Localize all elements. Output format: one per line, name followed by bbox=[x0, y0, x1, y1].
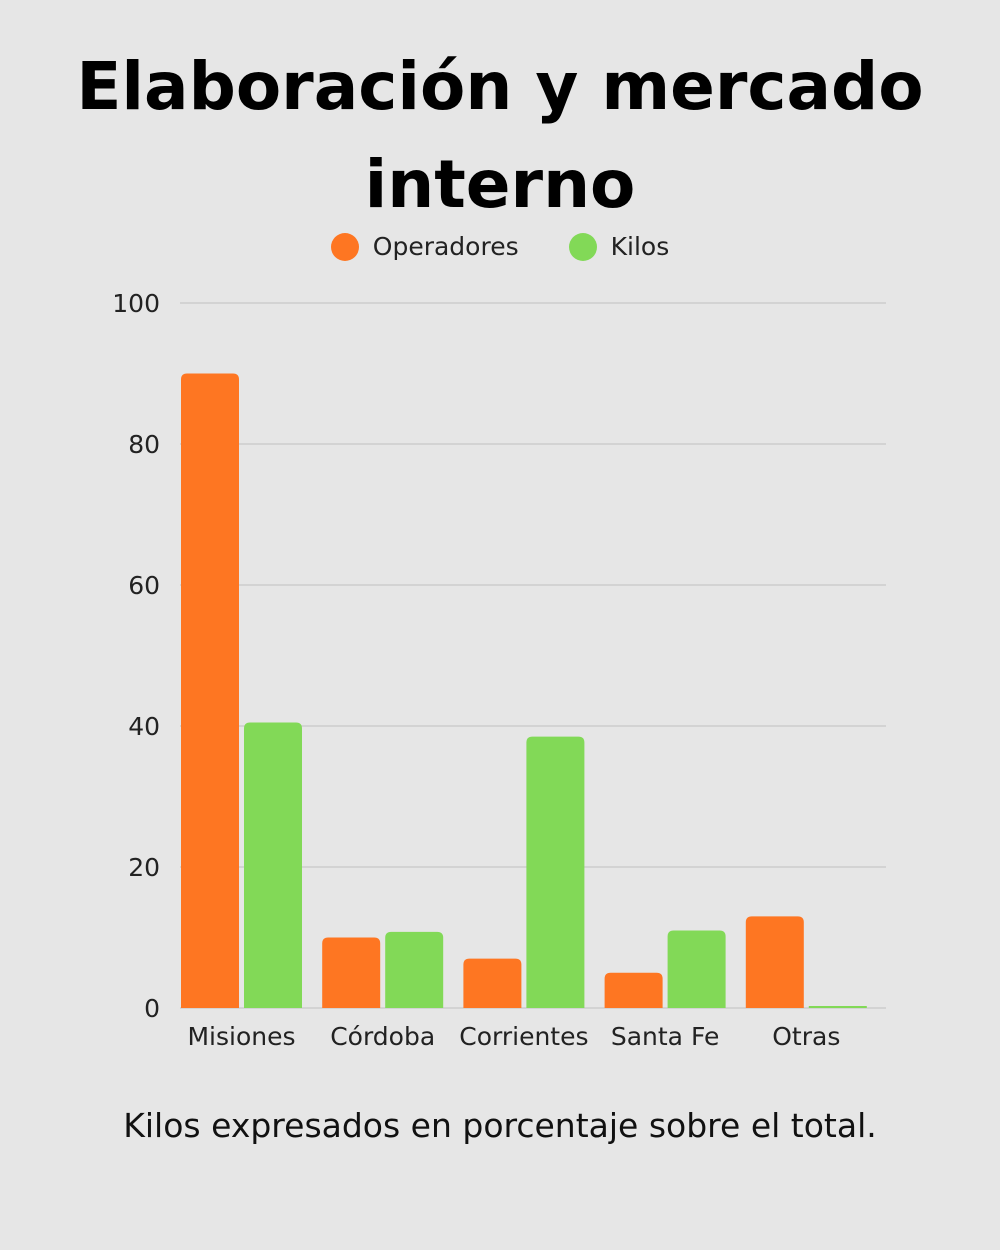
bar-operadores-corrientes bbox=[463, 958, 522, 1008]
y-tick-label: 0 bbox=[144, 994, 160, 1023]
bar-kilos-córdoba bbox=[385, 931, 444, 1008]
y-tick-label: 40 bbox=[128, 712, 160, 741]
bar-kilos-corrientes bbox=[526, 736, 585, 1008]
x-tick-label: Otras bbox=[772, 1022, 840, 1051]
x-tick-label: Córdoba bbox=[330, 1022, 435, 1051]
y-tick-label: 100 bbox=[112, 289, 160, 318]
bar-operadores-santa-fe bbox=[604, 972, 663, 1008]
y-tick-label: 60 bbox=[128, 571, 160, 600]
legend-swatch-operadores bbox=[330, 232, 359, 261]
legend: Operadores Kilos bbox=[0, 232, 1000, 261]
y-tick-label: 20 bbox=[128, 853, 160, 882]
bar-kilos-misiones bbox=[244, 722, 302, 1008]
x-tick-label: Misiones bbox=[187, 1022, 295, 1051]
chart-caption: Kilos expresados en porcentaje sobre el … bbox=[123, 1106, 877, 1145]
bar-operadores-misiones bbox=[181, 373, 239, 1008]
x-tick-label: Santa Fe bbox=[611, 1022, 720, 1051]
legend-item-kilos: Kilos bbox=[568, 232, 670, 261]
y-tick-label: 80 bbox=[128, 430, 160, 459]
legend-item-operadores: Operadores bbox=[330, 232, 519, 261]
bar-operadores-córdoba bbox=[322, 937, 381, 1008]
legend-label-kilos: Kilos bbox=[610, 232, 670, 261]
legend-swatch-kilos bbox=[568, 232, 597, 261]
chart-title: Elaboración y mercado interno bbox=[76, 48, 924, 223]
legend-label-operadores: Operadores bbox=[372, 232, 519, 261]
bar-kilos-santa-fe bbox=[667, 930, 726, 1008]
x-tick-label: Corrientes bbox=[459, 1022, 588, 1051]
bar-operadores-otras bbox=[745, 916, 804, 1008]
